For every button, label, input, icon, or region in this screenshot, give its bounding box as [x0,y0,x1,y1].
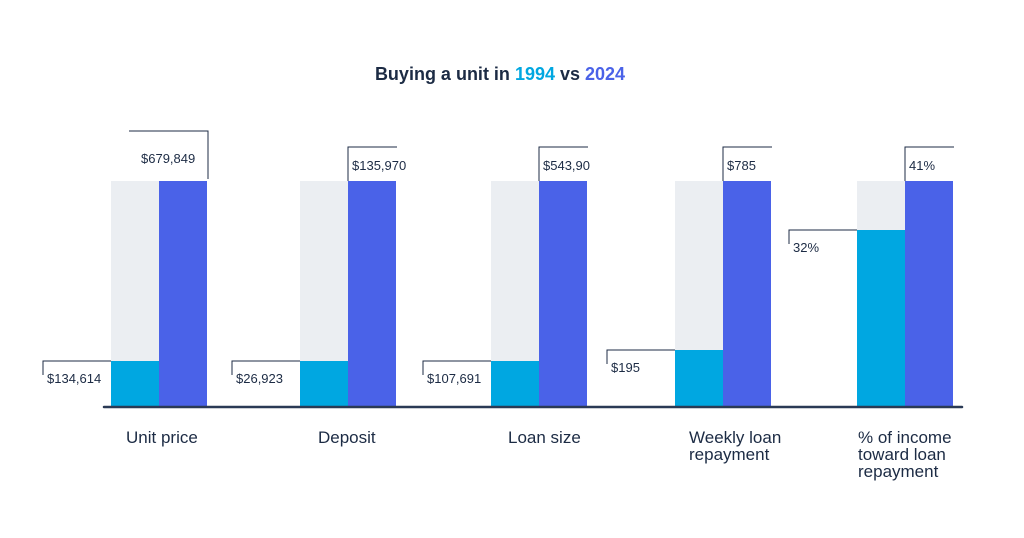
bars-layer [111,181,953,406]
bar-1994 [111,361,159,406]
value-label-1994: $26,923 [236,371,283,386]
value-bracket-2024 [904,146,954,181]
title-year-2024: 2024 [585,64,625,84]
title-middle: vs [555,64,585,84]
category-label: Deposit [318,428,376,447]
category-label: Loan size [508,428,581,447]
category-label-line: repayment [858,462,939,481]
value-label-2024: 41% [909,158,935,173]
value-label-2024: $543,90 [543,158,590,173]
bar-2024 [723,181,771,406]
value-bracket-1994 [788,229,857,244]
value-bracket-2024 [538,146,588,181]
value-label-1994: $134,614 [47,371,101,386]
category-label: Unit price [126,428,198,447]
category-label-line: toward loan [858,445,946,464]
value-bracket-1994 [231,360,300,375]
category-label: % of income toward loan repayment [858,428,952,481]
title-prefix: Buying a unit in [375,64,515,84]
category-label-line: Weekly loan [689,428,781,447]
value-label-2024: $135,970 [352,158,406,173]
bar-2024 [159,181,207,406]
category-label-line: Deposit [318,428,376,447]
chart-title: Buying a unit in 1994 vs 2024 [375,64,625,84]
value-bracket-2024 [722,146,772,181]
value-label-1994: 32% [793,240,819,255]
value-bracket-2024 [129,130,209,179]
labels-layer: $134,614 $679,849 $26,923 $135,970 $107,691 $… [42,130,954,386]
bar-1994 [300,361,348,406]
value-bracket-1994 [606,349,675,364]
bar-1994 [675,350,723,406]
bar-1994 [857,230,905,406]
value-label-2024: $785 [727,158,756,173]
bar-2024 [348,181,396,406]
value-label-1994: $195 [611,360,640,375]
category-label-line: Unit price [126,428,198,447]
value-bracket-1994 [422,360,491,375]
value-bracket-1994 [42,360,111,375]
value-label-2024: $679,849 [141,151,195,166]
value-bracket-2024 [347,146,397,181]
category-label-line: repayment [689,445,770,464]
bar-2024 [905,181,953,406]
category-label-line: Loan size [508,428,581,447]
categories-layer: Unit price Deposit Loan size Weekly loan rep… [126,428,952,481]
value-label-1994: $107,691 [427,371,481,386]
bar-1994 [491,361,539,406]
title-year-1994: 1994 [515,64,555,84]
category-label-line: % of income [858,428,952,447]
category-label: Weekly loan repayment [689,428,781,464]
bar-2024 [539,181,587,406]
